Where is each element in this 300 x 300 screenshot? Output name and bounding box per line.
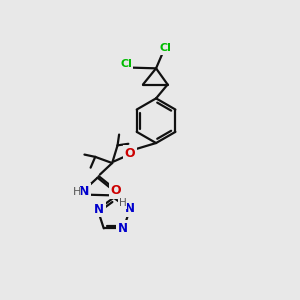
Text: H: H [119,198,127,208]
Text: N: N [94,203,104,216]
Text: Cl: Cl [159,43,171,53]
Text: N: N [118,222,128,235]
Text: H: H [73,187,81,197]
Text: O: O [111,184,121,197]
Text: N: N [79,185,90,198]
Text: Cl: Cl [120,59,132,70]
Text: N: N [125,202,135,215]
Text: O: O [124,146,135,160]
